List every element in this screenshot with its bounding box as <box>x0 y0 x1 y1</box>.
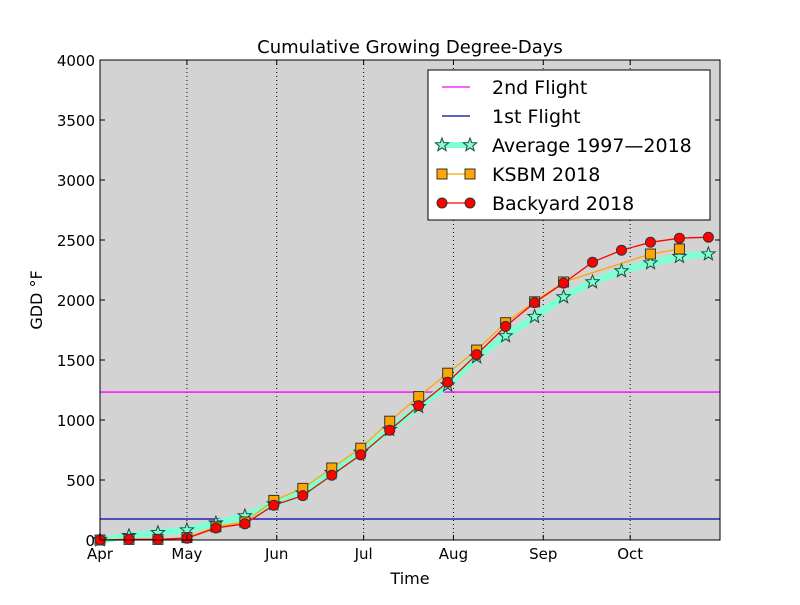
chart-title: Cumulative Growing Degree-Days <box>257 37 563 58</box>
data-point-star <box>613 262 630 278</box>
data-point-circle <box>442 376 454 388</box>
legend-marker <box>461 136 479 152</box>
data-point-circle <box>529 297 541 309</box>
y-tick-label: 3000 <box>57 172 95 190</box>
data-point-circle <box>673 232 685 244</box>
y-tick-label: 2500 <box>57 232 95 250</box>
y-tick-label: 2000 <box>57 292 95 310</box>
y-tick-label: 1000 <box>57 412 95 430</box>
x-axis-label: Time <box>389 569 429 588</box>
y-tick-label: 500 <box>66 472 95 490</box>
y-tick-label: 0 <box>85 532 95 550</box>
data-point-circle <box>268 499 280 511</box>
data-point-circle <box>297 490 309 502</box>
data-point-circle <box>500 320 512 332</box>
legend-marker <box>433 136 451 152</box>
x-tick-label: Aug <box>439 545 468 563</box>
data-point-circle <box>558 277 570 289</box>
series-line-circle <box>99 236 709 541</box>
data-point-square <box>644 248 656 260</box>
legend-marker <box>436 168 448 180</box>
x-tick-label: May <box>171 545 202 563</box>
legend-box <box>427 69 711 221</box>
data-point-star <box>497 327 514 343</box>
legend-marker <box>464 168 476 180</box>
x-tick-label: Oct <box>617 545 643 563</box>
x-tick-label: Jul <box>354 545 373 563</box>
legend-label: Average 1997—2018 <box>492 135 692 157</box>
legend-label: KSBM 2018 <box>492 164 600 186</box>
data-point-circle <box>239 518 251 530</box>
data-point-circle <box>413 400 425 412</box>
data-point-square <box>673 243 685 255</box>
y-tick-label: 4000 <box>57 52 95 70</box>
x-tick-label: Sep <box>529 545 557 563</box>
data-point-circle <box>644 236 656 248</box>
legend-label: Backyard 2018 <box>492 193 634 215</box>
y-axis-label: GDD °F <box>27 270 46 329</box>
x-tick-label: Jun <box>264 545 288 563</box>
data-point-circle <box>471 349 483 361</box>
data-point-circle <box>615 244 627 256</box>
data-point-star <box>642 254 659 270</box>
data-point-circle <box>355 449 367 461</box>
y-tick-label: 3500 <box>57 112 95 130</box>
legend-label: 1st Flight <box>492 106 581 128</box>
data-point-star <box>584 273 601 289</box>
data-point-circle <box>210 522 222 534</box>
legend: 2nd Flight 1st Flight Average 1997—2018 KSB… <box>427 69 711 221</box>
data-point-star <box>700 245 717 261</box>
data-point-circle <box>326 469 338 481</box>
data-point-circle <box>384 424 396 436</box>
data-point-circle <box>123 533 135 545</box>
data-point-star <box>555 288 572 304</box>
data-point-circle <box>587 256 599 268</box>
data-point-star <box>526 308 543 324</box>
y-tick-label: 1500 <box>57 352 95 370</box>
legend-marker <box>436 197 448 209</box>
data-point-circle <box>702 231 714 243</box>
legend-label: 2nd Flight <box>492 77 587 99</box>
x-tick-label: Apr <box>87 545 114 563</box>
legend-marker <box>464 197 476 209</box>
data-point-circle <box>152 533 164 545</box>
